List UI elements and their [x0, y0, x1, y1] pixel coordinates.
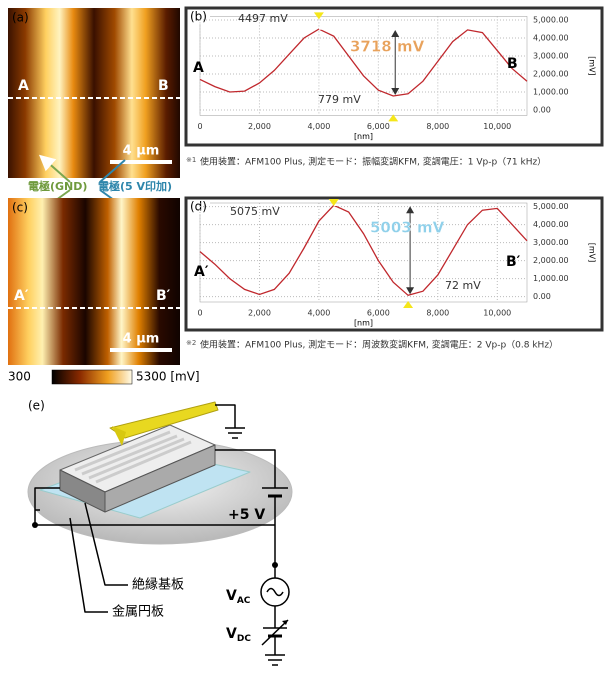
x-tick-label: 10,000 — [483, 122, 511, 131]
annotation-min: 779 mV — [318, 93, 361, 106]
x-axis-label: [nm] — [354, 132, 373, 141]
panel-label: (a) — [12, 11, 29, 25]
annotation-left: A — [193, 60, 204, 76]
annotation-diff: 3718 mV — [350, 38, 425, 56]
y-tick-label: 4,000.00 — [533, 220, 569, 229]
x-axis-label: [nm] — [354, 319, 373, 328]
footnote: 使用装置：AFM100 Plus, 測定モード：周波数変調KFM, 変調電圧：2… — [200, 339, 558, 351]
x-tick-label: 10,000 — [483, 309, 511, 318]
scale-label: 4 μm — [123, 144, 160, 159]
footnote: 使用装置：AFM100 Plus, 測定モード：振幅変調KFM, 変調電圧：1 … — [200, 156, 546, 168]
y-tick-label: 0.00 — [533, 106, 551, 115]
point-label: B — [158, 78, 169, 94]
y-tick-label: 5,000.00 — [533, 202, 569, 211]
annotation-min: 72 mV — [445, 279, 481, 292]
x-tick-label: 6,000 — [367, 122, 390, 131]
annotation-right: B′ — [506, 254, 521, 270]
electrode-label: 電極(GND) — [28, 179, 87, 193]
annotation-diff: 5003 mV — [370, 219, 445, 237]
circuit-diagram — [28, 402, 292, 665]
footnote-mark: ※1 — [186, 156, 196, 164]
point-label: B′ — [156, 288, 171, 304]
y-tick-label: 1,000.00 — [533, 274, 569, 283]
x-tick-label: 8,000 — [426, 122, 449, 131]
y-tick-label: 2,000.00 — [533, 70, 569, 79]
footnote-mark: ※2 — [186, 339, 196, 347]
panel-label: (c) — [12, 201, 28, 215]
annotation-max: 4497 mV — [238, 12, 288, 25]
x-tick-label: 6,000 — [367, 309, 390, 318]
disc-label: 金属円板 — [112, 604, 164, 620]
y-tick-label: 0.00 — [533, 292, 551, 301]
scale-label: 4 μm — [123, 332, 160, 347]
y-tick-label: 5,000.00 — [533, 16, 569, 25]
x-tick-label: 4,000 — [307, 122, 330, 131]
panel-label: (b) — [190, 10, 207, 24]
figure: (a) A B 4 μm 電極(GND) 電極(5 V印加) (c) A′ B′… — [0, 0, 606, 675]
y-tick-label: 3,000.00 — [533, 52, 569, 61]
panel-label: (d) — [190, 200, 207, 214]
colorbar — [52, 370, 132, 384]
annotation-left: A′ — [194, 264, 209, 280]
annotation-max: 5075 mV — [230, 205, 280, 218]
colorbar-max: 5300 [mV] — [136, 370, 200, 384]
electrode-label: 電極(5 V印加) — [98, 179, 172, 193]
y-tick-label: 2,000.00 — [533, 256, 569, 265]
battery-label: +5 V — [228, 507, 265, 523]
point-label: A — [18, 78, 29, 94]
annotation-right: B — [507, 56, 518, 72]
panel-label: (e) — [28, 399, 45, 413]
substrate-label: 絶縁基板 — [132, 577, 184, 593]
x-tick-label: 2,000 — [248, 122, 271, 131]
y-axis-label: [mV] — [588, 56, 597, 76]
y-tick-label: 4,000.00 — [533, 34, 569, 43]
vac-label: VAC — [226, 588, 251, 606]
x-tick-label: 8,000 — [426, 309, 449, 318]
y-axis-label: [mV] — [588, 243, 597, 263]
vdc-label: VDC — [226, 626, 251, 644]
y-tick-label: 3,000.00 — [533, 238, 569, 247]
y-tick-label: 1,000.00 — [533, 88, 569, 97]
point-label: A′ — [14, 288, 29, 304]
x-tick-label: 0 — [197, 122, 202, 131]
x-tick-label: 2,000 — [248, 309, 271, 318]
x-tick-label: 4,000 — [307, 309, 330, 318]
x-tick-label: 0 — [197, 309, 202, 318]
colorbar-min: 300 — [8, 370, 31, 384]
